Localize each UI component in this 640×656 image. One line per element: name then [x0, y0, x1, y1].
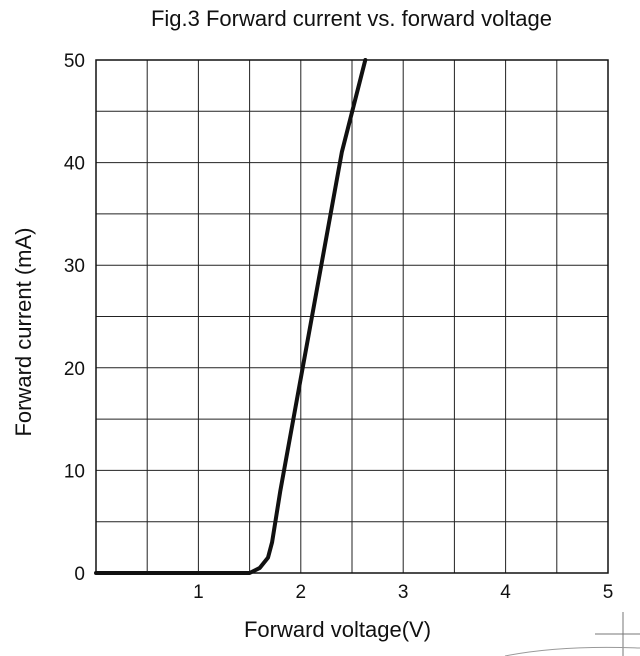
y-tick-label: 50 — [64, 51, 85, 72]
x-tick-label: 3 — [398, 582, 409, 603]
chart-title: Fig.3 Forward current vs. forward voltag… — [150, 6, 553, 31]
x-tick-label: 2 — [296, 582, 307, 603]
x-tick-label: 1 — [193, 582, 204, 603]
y-tick-label: 30 — [64, 256, 85, 277]
scan-mark — [504, 646, 640, 656]
plot-frame — [95, 59, 609, 574]
x-tick-label: 4 — [500, 582, 511, 603]
series-line — [94, 58, 368, 575]
y-tick-label: 0 — [74, 564, 85, 585]
y-tick-label: 10 — [64, 461, 85, 482]
y-tick-label: 20 — [64, 359, 85, 380]
x-tick-label: 5 — [603, 582, 614, 603]
y-tick-label: 40 — [64, 154, 85, 175]
x-axis-label: Forward voltage(V) — [243, 617, 432, 642]
